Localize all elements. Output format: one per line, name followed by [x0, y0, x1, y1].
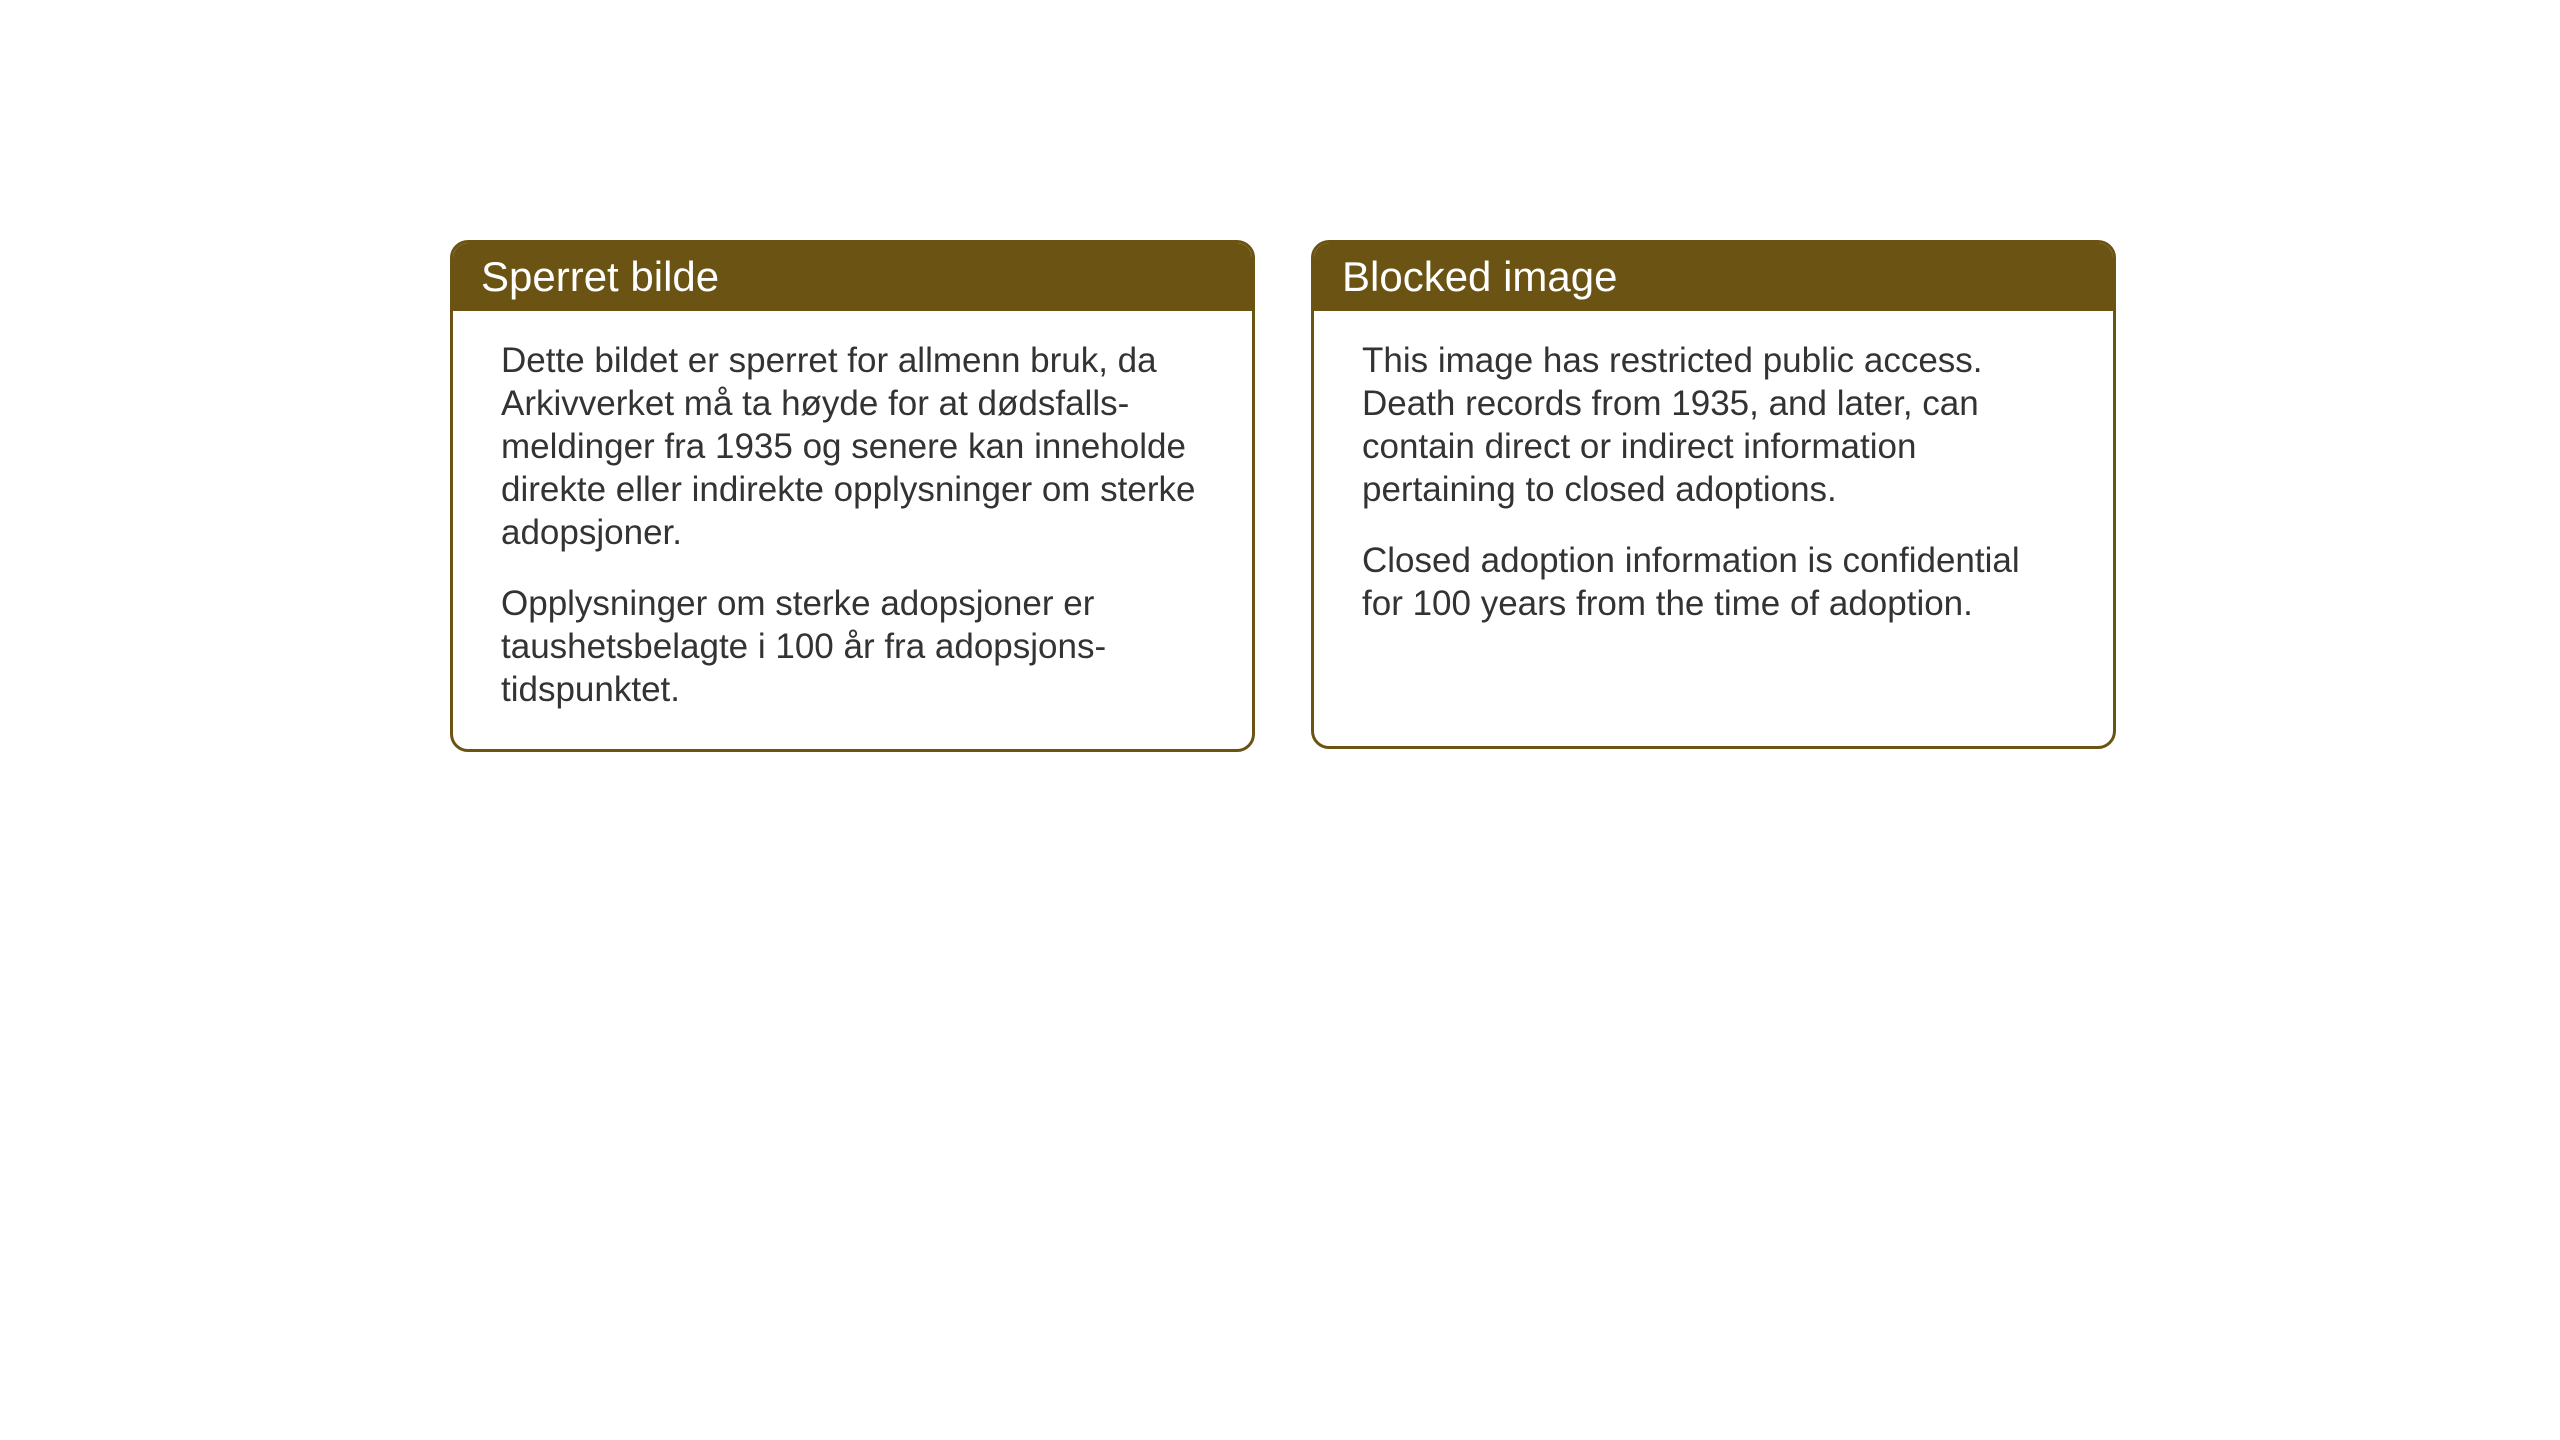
card-english-title: Blocked image	[1342, 253, 1617, 300]
card-english-paragraph-1: This image has restricted public access.…	[1362, 339, 2065, 511]
card-norwegian-paragraph-1: Dette bildet er sperret for allmenn bruk…	[501, 339, 1204, 554]
card-norwegian-body: Dette bildet er sperret for allmenn bruk…	[453, 311, 1252, 749]
card-english-header: Blocked image	[1314, 243, 2113, 311]
card-norwegian-title: Sperret bilde	[481, 253, 719, 300]
card-english: Blocked image This image has restricted …	[1311, 240, 2116, 749]
card-english-paragraph-2: Closed adoption information is confident…	[1362, 539, 2065, 625]
card-norwegian-header: Sperret bilde	[453, 243, 1252, 311]
card-norwegian: Sperret bilde Dette bildet er sperret fo…	[450, 240, 1255, 752]
cards-container: Sperret bilde Dette bildet er sperret fo…	[450, 240, 2116, 752]
card-english-body: This image has restricted public access.…	[1314, 311, 2113, 663]
card-norwegian-paragraph-2: Opplysninger om sterke adopsjoner er tau…	[501, 582, 1204, 711]
